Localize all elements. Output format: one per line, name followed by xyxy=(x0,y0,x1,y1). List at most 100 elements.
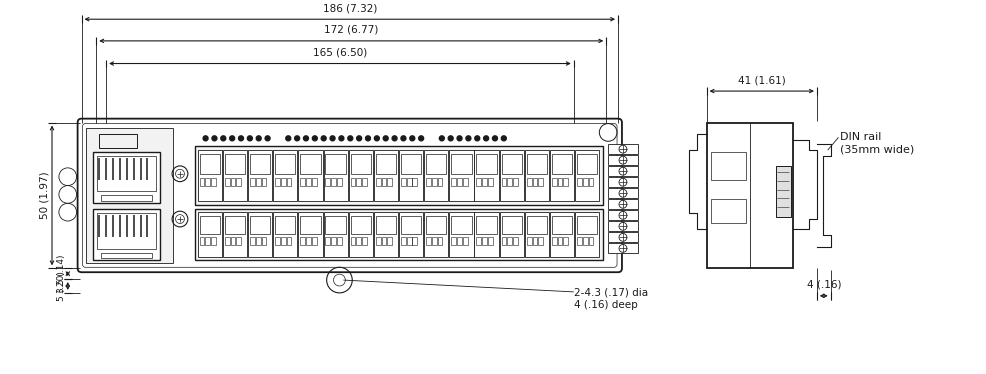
Circle shape xyxy=(418,136,423,141)
Bar xyxy=(331,178,335,186)
Circle shape xyxy=(457,136,461,141)
Bar xyxy=(197,212,222,257)
Bar xyxy=(199,154,220,174)
Bar xyxy=(236,178,241,186)
Bar xyxy=(525,212,548,257)
Bar xyxy=(199,237,204,245)
Circle shape xyxy=(247,136,252,141)
Bar xyxy=(451,154,471,174)
Bar xyxy=(225,154,245,174)
Text: 50 (1.97): 50 (1.97) xyxy=(39,172,49,219)
Bar xyxy=(424,212,448,257)
Bar xyxy=(400,216,421,234)
Bar xyxy=(374,150,397,201)
Bar xyxy=(348,212,373,257)
Bar xyxy=(457,237,461,245)
Bar xyxy=(563,178,568,186)
Circle shape xyxy=(295,136,300,141)
Bar xyxy=(474,150,498,201)
Circle shape xyxy=(374,136,379,141)
Bar xyxy=(94,209,160,260)
Bar xyxy=(275,154,295,174)
Bar xyxy=(281,178,285,186)
Bar xyxy=(102,196,152,201)
Bar xyxy=(412,237,417,245)
Circle shape xyxy=(221,136,226,141)
Bar xyxy=(437,178,442,186)
Bar xyxy=(247,212,272,257)
Bar xyxy=(300,237,305,245)
Bar xyxy=(348,150,373,201)
Text: 2-4.3 (.17) dia
4 (.16) deep: 2-4.3 (.17) dia 4 (.16) deep xyxy=(573,288,647,310)
Bar xyxy=(499,150,524,201)
Bar xyxy=(275,216,295,234)
Text: DIN rail
(35mm wide): DIN rail (35mm wide) xyxy=(840,132,914,154)
Bar xyxy=(286,178,291,186)
Bar xyxy=(507,178,512,186)
Circle shape xyxy=(501,136,506,141)
Bar xyxy=(532,237,536,245)
FancyBboxPatch shape xyxy=(78,119,621,272)
Bar xyxy=(336,237,341,245)
Bar xyxy=(255,237,260,245)
Bar xyxy=(537,237,542,245)
Bar xyxy=(474,212,498,257)
Text: 4 (.16): 4 (.16) xyxy=(806,280,840,290)
Bar xyxy=(225,237,230,245)
Bar xyxy=(312,237,317,245)
Bar xyxy=(376,216,395,234)
Bar xyxy=(426,216,446,234)
Circle shape xyxy=(320,136,325,141)
Bar xyxy=(273,150,297,201)
Bar xyxy=(98,156,156,191)
Bar xyxy=(225,178,230,186)
Bar xyxy=(286,237,291,245)
Text: 186 (7.32): 186 (7.32) xyxy=(322,3,377,13)
Bar xyxy=(298,212,322,257)
Bar xyxy=(462,178,467,186)
Bar xyxy=(710,152,745,180)
Bar xyxy=(451,216,471,234)
Bar xyxy=(350,178,355,186)
Bar xyxy=(527,237,531,245)
Bar xyxy=(710,199,745,223)
Bar xyxy=(607,188,637,198)
Bar xyxy=(551,237,556,245)
Bar xyxy=(400,154,421,174)
Circle shape xyxy=(409,136,414,141)
Bar xyxy=(487,237,492,245)
Bar xyxy=(577,154,597,174)
Bar xyxy=(549,150,574,201)
Bar xyxy=(376,154,395,174)
Bar xyxy=(102,252,152,258)
Bar xyxy=(87,128,173,263)
Bar xyxy=(261,237,266,245)
Bar xyxy=(583,178,587,186)
Circle shape xyxy=(391,136,396,141)
Bar xyxy=(537,178,542,186)
Bar xyxy=(406,237,411,245)
Bar xyxy=(331,237,335,245)
Circle shape xyxy=(492,136,497,141)
Bar xyxy=(223,150,246,201)
Bar xyxy=(706,123,793,268)
Bar xyxy=(350,154,371,174)
Bar xyxy=(261,178,266,186)
Bar xyxy=(499,212,524,257)
Bar xyxy=(273,212,297,257)
Bar xyxy=(281,237,285,245)
Circle shape xyxy=(304,136,309,141)
Bar xyxy=(300,216,320,234)
Bar xyxy=(194,146,602,205)
Bar xyxy=(462,237,467,245)
Bar xyxy=(577,237,582,245)
Bar xyxy=(194,209,602,260)
Circle shape xyxy=(239,136,244,141)
Bar xyxy=(94,152,160,203)
Bar xyxy=(482,178,486,186)
Bar xyxy=(211,237,216,245)
Bar xyxy=(306,237,311,245)
Circle shape xyxy=(448,136,453,141)
Bar xyxy=(398,150,423,201)
Bar xyxy=(482,237,486,245)
